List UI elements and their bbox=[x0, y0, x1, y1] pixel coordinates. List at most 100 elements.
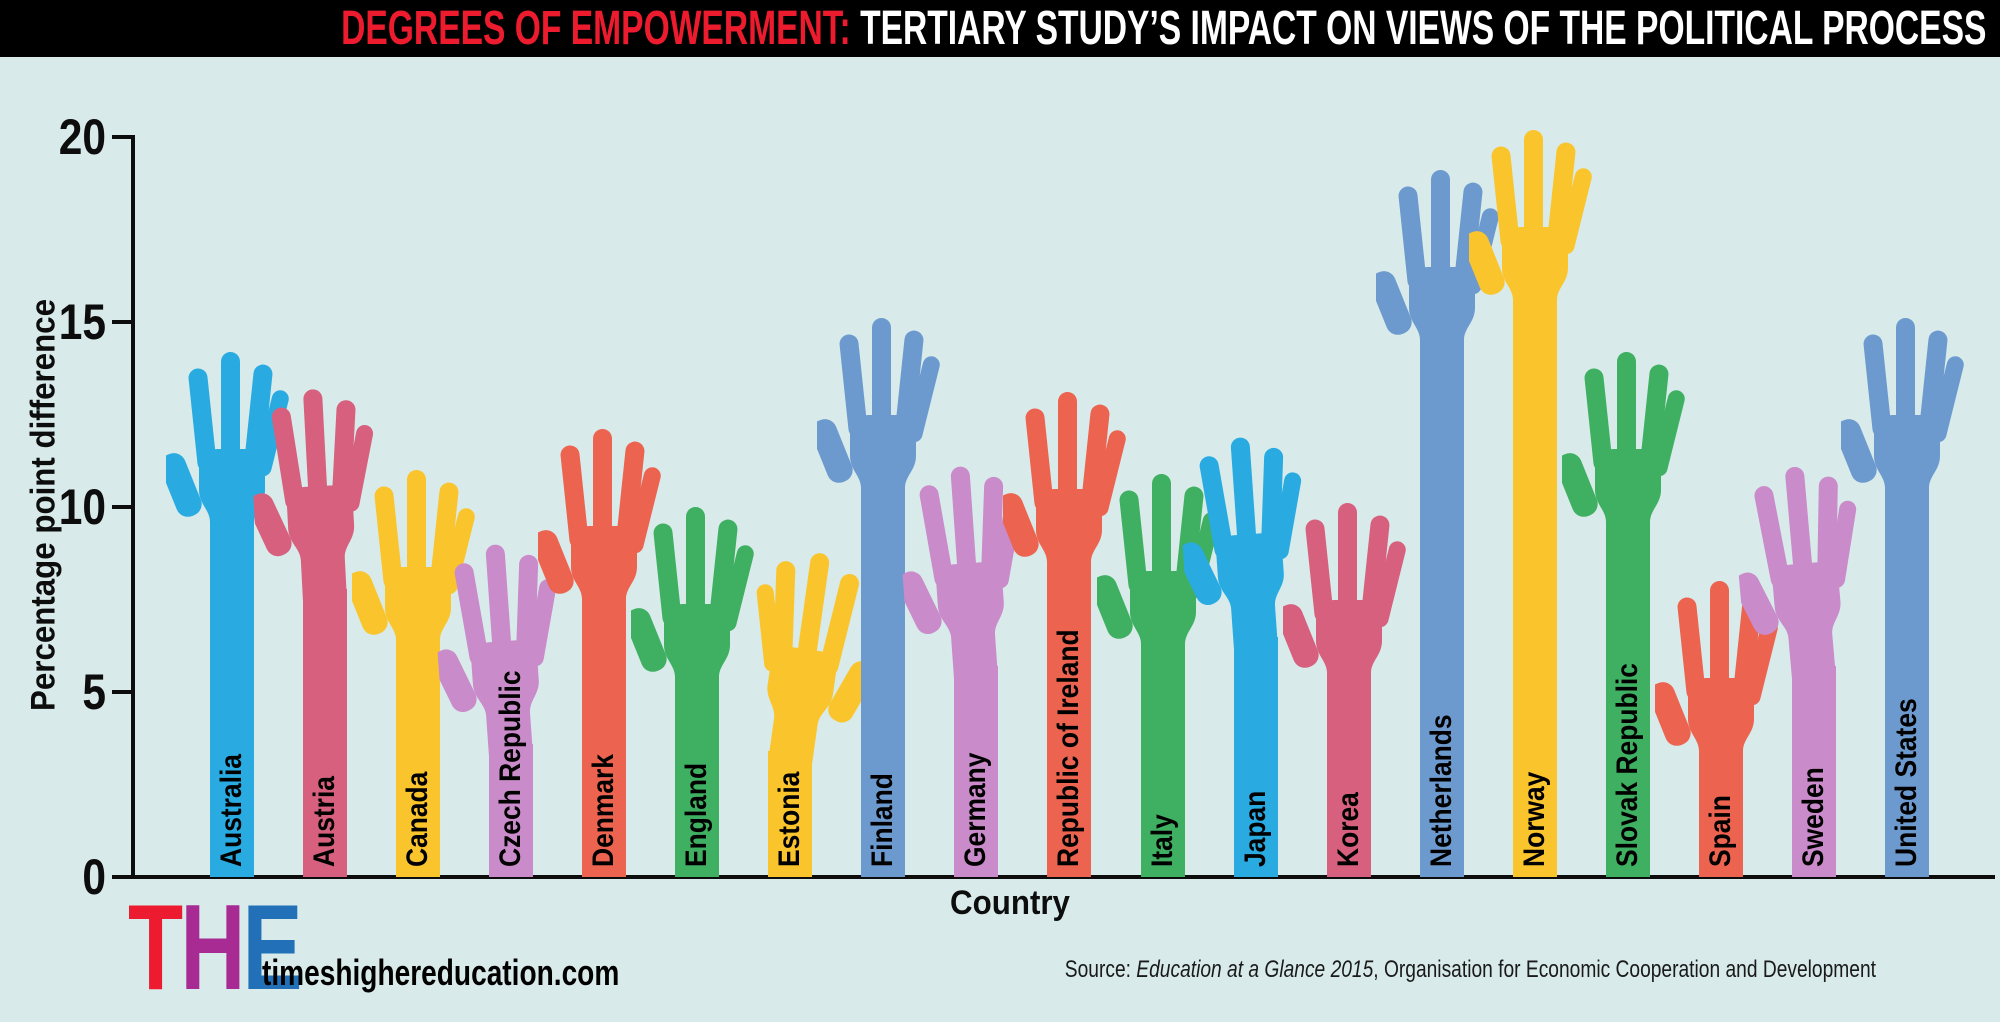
source-rest: , Organisation for Economic Cooperation … bbox=[1373, 956, 1876, 983]
hand-icon bbox=[1841, 318, 1965, 531]
arm-bar bbox=[1419, 370, 1464, 877]
country-label: Finland bbox=[866, 773, 900, 867]
page-title-highlight: DEGREES OF EMPOWERMENT: bbox=[340, 2, 851, 55]
source-prefix: Source: bbox=[1064, 956, 1137, 983]
hand-icon bbox=[1655, 581, 1778, 793]
country-label: Italy bbox=[1145, 814, 1179, 867]
country-label: Netherlands bbox=[1424, 714, 1458, 867]
hand-bar: Slovak Republic bbox=[1562, 351, 1685, 877]
country-label: Germany bbox=[959, 752, 993, 867]
hand-bar: Denmark bbox=[537, 429, 661, 877]
source-note: Source: Education at a Glance 2015, Orga… bbox=[1065, 956, 1876, 984]
the-logo-letter: H bbox=[180, 879, 245, 1015]
x-axis-title: Country bbox=[950, 884, 1070, 922]
country-label: Denmark bbox=[586, 754, 620, 867]
hand-bar: Sweden bbox=[1733, 466, 1857, 877]
y-tick-label: 5 bbox=[82, 664, 106, 720]
country-label: Republic of Ireland bbox=[1052, 629, 1086, 867]
hand-bar: England bbox=[631, 507, 754, 877]
source-publication: Education at a Glance 2015 bbox=[1136, 956, 1374, 983]
hand-icon bbox=[897, 466, 1022, 680]
hand-bar: Japan bbox=[1176, 437, 1301, 877]
arm-bar bbox=[488, 744, 533, 877]
website-url: timeshighereducation.com bbox=[262, 952, 620, 993]
country-label: Australia bbox=[214, 754, 248, 867]
hand-icon bbox=[1003, 392, 1127, 605]
country-label: Czech Republic bbox=[493, 670, 527, 867]
y-tick-label: 20 bbox=[58, 109, 106, 165]
country-label: Norway bbox=[1517, 771, 1551, 867]
hand-bar: Norway bbox=[1468, 129, 1592, 877]
hand-icon bbox=[1375, 170, 1499, 383]
arm-bar bbox=[1699, 781, 1744, 877]
hand-bar: Spain bbox=[1655, 581, 1778, 877]
arm-bar bbox=[1885, 518, 1930, 877]
country-label: United States bbox=[1890, 698, 1924, 867]
country-label: Austria bbox=[307, 776, 341, 867]
arm-bar bbox=[768, 751, 813, 877]
arm-bar bbox=[581, 629, 626, 877]
arm-bar bbox=[395, 670, 440, 877]
y-tick-mark bbox=[112, 505, 135, 509]
arm-bar bbox=[1233, 636, 1278, 877]
hand-bar: Estonia bbox=[756, 551, 876, 877]
hand-bar: Austria bbox=[247, 388, 373, 877]
arm-bar bbox=[1606, 551, 1650, 877]
arm-bar bbox=[861, 518, 906, 877]
hand-icon bbox=[432, 544, 556, 758]
hand-bar: Italy bbox=[1096, 473, 1220, 877]
the-logo-letter: T bbox=[128, 879, 183, 1015]
arm-bar bbox=[954, 666, 999, 877]
hand-icon bbox=[756, 553, 876, 767]
y-tick-label: 0 bbox=[82, 849, 106, 905]
hand-bar: Finland bbox=[817, 318, 940, 877]
hand-bar: Czech Republic bbox=[432, 544, 556, 877]
hand-bar: Korea bbox=[1282, 503, 1406, 877]
arm-bar bbox=[675, 707, 719, 877]
arm-bar bbox=[302, 588, 347, 877]
country-label: Estonia bbox=[773, 771, 807, 867]
page-title: DEGREES OF EMPOWERMENT: TERTIARY STUDY’S… bbox=[341, 1, 1986, 56]
arm-bar bbox=[1047, 592, 1092, 877]
x-axis-line bbox=[112, 875, 1995, 879]
hand-bar: United States bbox=[1841, 318, 1965, 877]
y-tick-label: 10 bbox=[58, 479, 106, 535]
arm-bar bbox=[1326, 703, 1371, 877]
y-tick-mark bbox=[112, 875, 135, 879]
title-bar: DEGREES OF EMPOWERMENT: TERTIARY STUDY’S… bbox=[0, 0, 2000, 57]
y-tick-label: 15 bbox=[58, 294, 106, 350]
country-label: Sweden bbox=[1797, 767, 1831, 867]
country-label: Japan bbox=[1238, 790, 1272, 867]
y-tick-mark bbox=[112, 320, 135, 324]
hand-bar: Netherlands bbox=[1375, 170, 1499, 877]
arm-bar bbox=[1512, 329, 1557, 877]
hand-bar: Republic of Ireland bbox=[1003, 392, 1127, 877]
hand-bar: Canada bbox=[351, 470, 475, 877]
hand-icon bbox=[631, 507, 754, 719]
hand-icon bbox=[817, 318, 940, 531]
hand-icon bbox=[351, 470, 475, 682]
arm-bar bbox=[1792, 666, 1837, 877]
hand-bar: Germany bbox=[897, 466, 1022, 877]
country-label: Korea bbox=[1331, 792, 1365, 867]
country-label: Spain bbox=[1704, 795, 1738, 867]
hand-icon bbox=[1468, 129, 1592, 342]
hand-icon bbox=[1733, 467, 1857, 681]
hand-icon bbox=[1282, 503, 1406, 716]
y-tick-mark bbox=[112, 690, 135, 694]
country-label: England bbox=[680, 762, 713, 867]
hand-icon bbox=[247, 388, 373, 602]
country-label: Canada bbox=[400, 771, 434, 867]
hand-icon bbox=[1562, 351, 1685, 564]
the-logo-letter: E bbox=[242, 879, 302, 1015]
y-tick-mark bbox=[112, 135, 135, 139]
hand-icon bbox=[1096, 473, 1220, 686]
arm-bar bbox=[1140, 673, 1185, 877]
country-label: Slovak Republic bbox=[1611, 663, 1644, 867]
the-logo: THE bbox=[128, 886, 303, 1008]
hand-bar: Australia bbox=[165, 351, 289, 877]
hand-icon bbox=[537, 429, 661, 642]
page-title-rest: TERTIARY STUDY’S IMPACT ON VIEWS OF THE … bbox=[850, 2, 1986, 55]
arm-bar bbox=[209, 551, 254, 877]
